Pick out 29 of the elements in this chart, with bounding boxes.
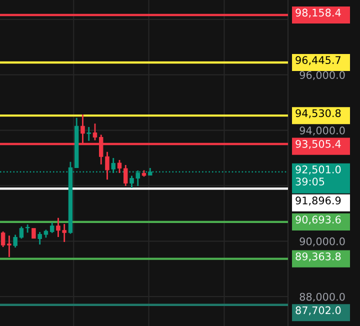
ref-line-label: 98,158.4: [296, 8, 341, 18]
candlestick: [124, 164, 128, 186]
ref-line-label: 92,501.0 39:05: [296, 166, 341, 186]
candlestick: [86, 126, 91, 141]
candlestick: [44, 230, 48, 238]
y-tick-label: 90,000.0: [300, 237, 345, 246]
candlestick: [0, 231, 6, 247]
ref-line-label: 89,363.8: [296, 252, 341, 262]
candlestick: [38, 232, 42, 245]
candlestick: [7, 236, 12, 257]
candlestick: [50, 222, 54, 233]
candlestick: [111, 158, 116, 173]
ref-line-label: 94,530.8: [296, 109, 341, 118]
candlestick: [74, 118, 79, 168]
candlestick: [32, 228, 36, 239]
y-tick-label: 88,000.0: [300, 292, 345, 302]
candlestick: [25, 224, 30, 233]
candlestick: [117, 160, 122, 173]
candlestick: [13, 234, 18, 248]
ref-line-label: 87,702.0: [296, 306, 341, 316]
candlestick: [19, 226, 24, 239]
candlestick: [92, 124, 98, 140]
y-tick-label: 96,000.0: [300, 71, 345, 80]
y-tick-label: 94,000.0: [300, 126, 345, 136]
ref-line-label: 91,896.9: [296, 196, 341, 206]
ref-line-label: 96,445.7: [296, 56, 340, 66]
ref-line-label: 90,693.6: [296, 216, 341, 225]
candlestick: [142, 170, 146, 177]
ref-line-label: 93,505.4: [296, 140, 341, 149]
